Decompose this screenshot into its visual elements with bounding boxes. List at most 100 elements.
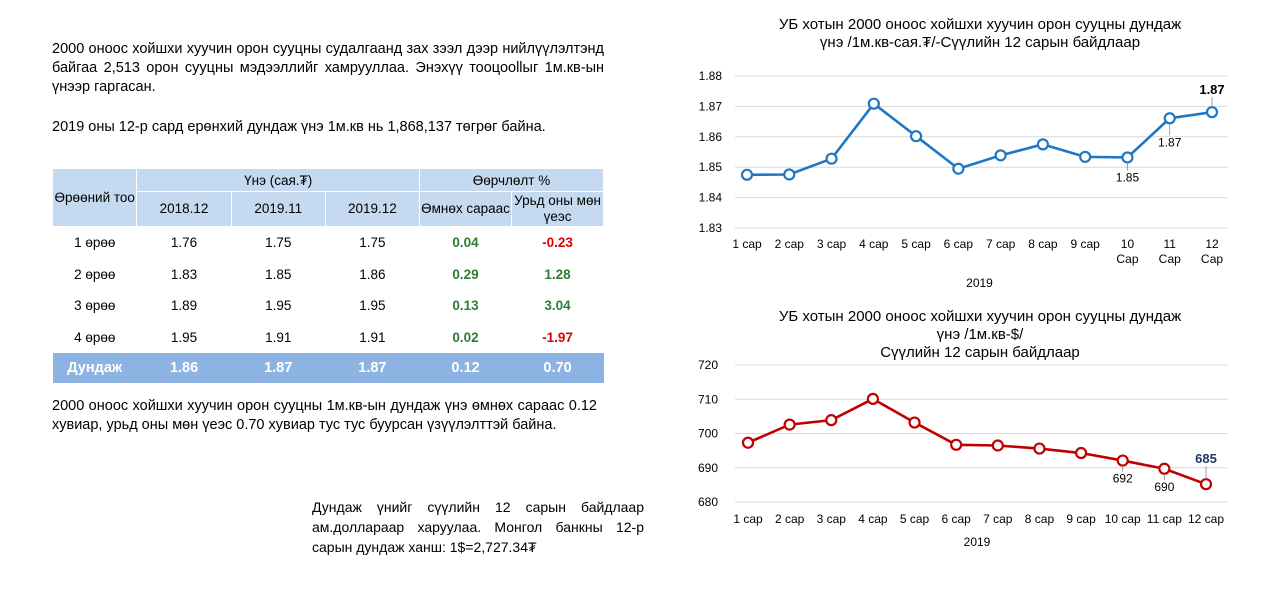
mnt-data-point — [740, 168, 754, 181]
chart-mnt-title-line1: УБ хотын 2000 оноос хойшхи хуучин орон с… — [778, 16, 1182, 33]
usd-data-point — [1033, 442, 1046, 455]
average-price-cell: 1.87 — [231, 353, 326, 383]
mnt-data-point — [1079, 150, 1092, 163]
usd-y-tick-label: 690 — [698, 461, 718, 475]
mnt-data-point — [1163, 112, 1176, 125]
mnt-y-tick-label: 1.84 — [699, 191, 723, 205]
mnt-x-tick-label: Сар — [1116, 252, 1138, 266]
price-cell: 1.91 — [359, 329, 386, 345]
mnt-y-tick-label: 1.87 — [699, 99, 723, 113]
usd-x-tick-label: 12 сар — [1188, 512, 1224, 526]
intro-paragraph: 2000 оноос хойшхи хуучин орон сууцны суд… — [52, 41, 604, 95]
usd-data-point — [991, 439, 1004, 452]
usd-x-tick-label: 6 сар — [942, 512, 972, 526]
average-change-yoy-cell: 0.70 — [511, 353, 604, 383]
price-cell: 1.95 — [359, 298, 386, 314]
mnt-y-tick-label: 1.86 — [699, 130, 723, 144]
mnt-data-label: 1.85 — [1116, 170, 1140, 184]
table-row: 4 өрөө 1.95 1.91 1.91 0.02 -1.97 — [53, 322, 604, 354]
mnt-x-tick-label: 7 сар — [986, 237, 1016, 251]
usd-y-tick-label: 700 — [698, 427, 718, 441]
mnt-x-tick-label: 4 сар — [859, 237, 889, 251]
usd-data-point — [950, 438, 963, 451]
usd-x-tick-label: 10 сар — [1105, 512, 1141, 526]
chart-mnt-title: УБ хотын 2000 оноос хойшхи хуучин орон с… — [700, 16, 1260, 52]
mnt-y-tick-label: 1.88 — [699, 69, 723, 83]
mnt-x-tick-label: 5 сар — [901, 237, 931, 251]
usd-x-tick-label: 7 сар — [983, 512, 1013, 526]
room-cell: 2 өрөө — [74, 266, 116, 282]
chart-usd-title-line3: Сүүлийн 12 сарын байдлаар — [880, 344, 1080, 361]
mnt-x-tick-label: 11 — [1163, 237, 1176, 251]
mnt-y-tick-label: 1.83 — [699, 221, 723, 235]
mnt-data-point — [994, 149, 1007, 162]
mnt-x-tick-label: 2 сар — [775, 237, 805, 251]
average-change-prev-cell: 0.12 — [419, 353, 512, 383]
mnt-data-point — [825, 152, 838, 165]
chart-mnt-title-line2: үнэ /1м.кв-сая.₮/-Сүүлийн 12 сарын байдл… — [819, 34, 1141, 51]
usd-data-point — [825, 414, 838, 427]
price-table: Өрөөний тоо Үнэ (сая.₮) Өөрчлөлт % 2018.… — [51, 168, 605, 383]
mnt-x-tick-label: 12 — [1205, 237, 1219, 251]
change-prev-cell: 0.02 — [452, 329, 479, 345]
average-price-cell: 1.87 — [325, 353, 420, 383]
table-row: 2 өрөө 1.83 1.85 1.86 0.29 1.28 — [53, 259, 604, 291]
change-yoy-cell: -0.23 — [542, 235, 573, 251]
table-row: 3 өрөө 1.89 1.95 1.95 0.13 3.04 — [53, 290, 604, 322]
mnt-data-label: 1.87 — [1199, 82, 1224, 97]
table-footer-row: Дундаж 1.86 1.87 1.87 0.12 0.70 — [52, 353, 604, 383]
usd-data-label: 685 — [1195, 451, 1217, 466]
usd-series-line — [747, 397, 1207, 486]
summary-paragraph: 2000 оноос хойшхи хуучин орон сууцны 1м.… — [52, 398, 597, 433]
header-change: Өөрчлөлт % — [418, 168, 605, 192]
header-room-count: Өрөөний тоо — [51, 168, 138, 227]
mnt-data-point — [867, 97, 880, 110]
price-cell: 1.75 — [359, 235, 386, 251]
price-cell: 1.76 — [170, 235, 198, 251]
usd-x-tick-label: 11 сар — [1147, 512, 1182, 526]
header-prev-month: Өмнөх сараас — [418, 191, 513, 227]
mnt-x-tick-label: 1 сар — [732, 237, 762, 251]
mnt-x-tick-label: 10 — [1121, 237, 1135, 251]
table-row: 1 өрөө 1.76 1.75 1.75 0.04 -0.23 — [53, 227, 604, 259]
chart-usd-title: УБ хотын 2000 оноос хойшхи хуучин орон с… — [700, 308, 1260, 362]
mnt-x-tick-label: 8 сар — [1028, 237, 1058, 251]
price-cell: 1.86 — [359, 266, 386, 282]
room-cell: 4 өрөө — [74, 329, 116, 345]
usd-y-tick-label: 720 — [698, 358, 718, 372]
price-cell: 1.83 — [170, 266, 198, 282]
usd-x-tick-label: 3 сар — [817, 512, 847, 526]
chart-usd-title-line2: үнэ /1м.кв-$/ — [936, 326, 1024, 343]
usd-x-tick-label: 9 сар — [1066, 512, 1096, 526]
usd-data-point — [1074, 446, 1088, 460]
header-col-2019-12: 2019.12 — [324, 191, 420, 227]
mnt-y-tick-label: 1.85 — [699, 160, 723, 174]
price-cell: 1.75 — [265, 235, 292, 251]
mnt-data-point — [1121, 151, 1134, 164]
price-cell: 1.89 — [170, 298, 198, 314]
mnt-series-line — [746, 101, 1213, 177]
mnt-x-tick-label: 3 сар — [817, 237, 847, 251]
price-cell: 1.91 — [265, 329, 292, 345]
change-yoy-cell: 1.28 — [544, 266, 571, 282]
usd-data-point — [1158, 462, 1171, 475]
price-cell: 1.95 — [265, 298, 292, 314]
average-price-cell: 1.86 — [136, 353, 232, 383]
header-col-2018-12: 2018.12 — [136, 191, 232, 227]
mnt-data-point — [1205, 106, 1219, 119]
change-prev-cell: 0.29 — [452, 266, 479, 282]
average-label-cell: Дундаж — [52, 353, 137, 383]
usd-data-point — [783, 418, 796, 431]
chart-usd-title-line1: УБ хотын 2000 оноос хойшхи хуучин орон с… — [778, 308, 1182, 325]
mnt-x-tick-label: 9 сар — [1071, 237, 1101, 251]
usd-x-tick-label: 4 сар — [858, 512, 888, 526]
change-prev-cell: 0.04 — [452, 235, 479, 251]
usd-y-tick-label: 680 — [698, 495, 718, 509]
mnt-data-point — [909, 130, 923, 143]
price-cell: 1.85 — [265, 266, 292, 282]
usd-data-point — [741, 436, 755, 449]
usd-note-paragraph: Дундаж үнийг сүүлийн 12 сарын байдлаар а… — [312, 499, 644, 555]
header-col-2019-11: 2019.11 — [230, 191, 326, 227]
usd-x-tick-label: 5 сар — [900, 512, 930, 526]
